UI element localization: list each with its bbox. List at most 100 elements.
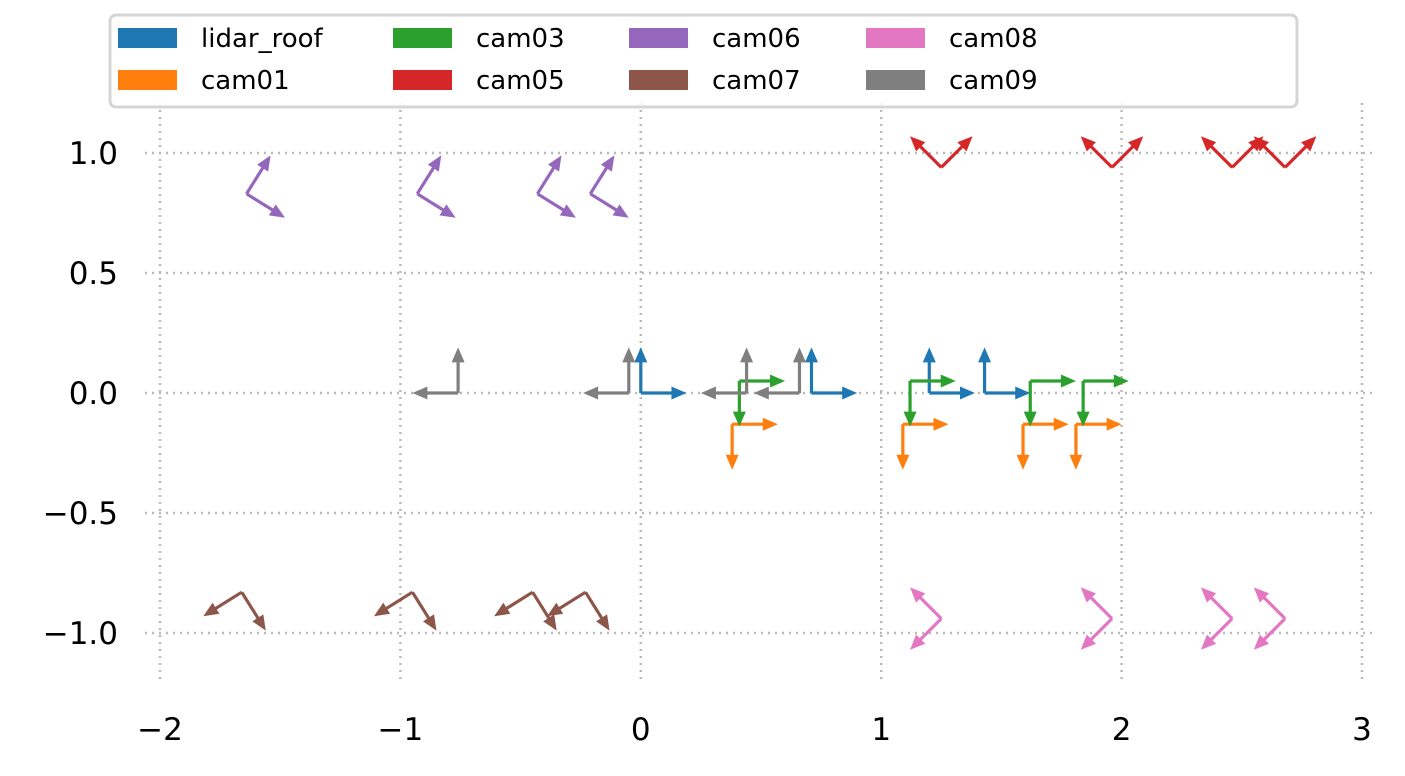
arrow-head [1076,411,1090,427]
legend-item-cam01: cam01 [118,66,290,96]
arrow-head [933,417,949,431]
arrow-head [547,602,564,617]
quiver-arrow [910,374,956,388]
arrow-head [494,602,511,617]
quiver-arrow [451,347,465,393]
arrow-shaft [536,165,556,195]
arrow-shaft [1261,617,1287,642]
quiver-arrow [622,347,636,393]
arrow-head [439,204,456,218]
quiver-arrow [373,590,414,617]
arrow-head [1069,454,1083,470]
arrow-shaft [1088,144,1114,169]
legend-swatch [866,28,925,48]
x-tick-label: 2 [1112,712,1132,748]
legend-label: cam09 [949,66,1038,96]
arrow-head [1253,587,1270,603]
y-tick-label: 0.5 [69,256,118,292]
arrow-head [753,386,769,400]
quiver-arrow [634,347,648,393]
quiver-arrow [902,417,949,431]
quiver-arrow [411,591,437,631]
y-tick-label: 1.0 [69,136,118,172]
arrow-head [451,347,465,363]
quiver-arrow [929,386,975,400]
series-cam07 [203,590,610,631]
quiver-arrow [903,381,917,427]
legend-label: cam07 [712,66,801,96]
quiver-arrow [1080,617,1114,650]
legend-swatch [629,28,688,48]
arrow-head [1080,587,1096,603]
arrow-head [896,454,910,470]
arrow-head [1200,634,1217,650]
arrow-head [762,417,778,431]
series-cam08 [910,587,1287,650]
arrow-shaft [1209,617,1234,642]
arrow-head [903,411,917,427]
arrow-shaft [1110,144,1136,169]
quiver-arrow [589,192,629,218]
quiver-arrow [640,386,687,400]
arrow-shaft [918,144,943,169]
arrow-shaft [531,591,552,621]
y-tick-label: 0.0 [69,376,118,412]
quiver-arrow [1083,374,1129,388]
arrow-head [957,136,973,152]
x-tick-label: −1 [378,712,424,748]
quiver-arrow [1200,617,1234,650]
arrow-head [770,374,786,388]
quiver-arrow [1253,617,1287,650]
arrow-head [700,386,716,400]
legend: lidar_roof cam01 cam03 cam05 cam06 cam07 cam08… [108,13,1299,109]
legend-label: cam03 [476,24,565,54]
quiver-arrow [792,347,806,393]
grid [145,103,1375,684]
arrow-head [1253,634,1270,650]
quiver-arrow [584,591,610,631]
x-tick-label: 3 [1352,712,1372,748]
quiver-arrow [1069,424,1083,470]
arrow-head [203,602,220,617]
arrow-head [792,347,806,363]
legend-swatch [393,70,452,90]
quiver-arrow [910,617,943,650]
quiver-arrow [1016,424,1030,470]
arrow-shaft [1261,595,1287,620]
series-cam06 [245,155,629,218]
quiver-arrow [1283,136,1317,169]
arrow-head [596,614,610,631]
arrow-head [600,155,615,172]
arrow-head [1128,136,1144,152]
arrow-shaft [589,192,619,213]
y-tick-label: −0.5 [43,496,118,532]
arrow-shaft [411,591,431,621]
quiver-arrow [739,374,786,388]
arrow-shaft [415,165,436,195]
arrow-head [910,634,926,650]
series-cam03 [732,374,1129,427]
x-tick-label: 1 [871,712,891,748]
legend-item-cam08: cam08 [866,24,1038,54]
quiver-arrow [547,590,587,617]
arrow-head [1016,454,1030,470]
x-tick-label: −2 [137,712,183,748]
legend-item-cam09: cam09 [866,66,1038,96]
quiver-arrow [588,155,615,195]
arrow-shaft [245,165,266,195]
arrow-head [959,386,975,400]
quiver-arrow [245,192,286,218]
arrow-head [732,411,746,427]
legend-label: cam08 [949,24,1038,54]
arrow-shaft [384,590,414,611]
quiver-arrow [494,590,534,617]
arrow-shaft [557,590,587,611]
arrow-head [1200,587,1217,603]
arrow-head [1253,136,1270,152]
legend-swatch [866,70,925,90]
arrow-head [978,347,992,363]
quiver-arrow [531,591,557,631]
arrow-head [612,204,629,218]
quiver-arrow [740,347,754,393]
arrow-shaft [536,192,566,213]
